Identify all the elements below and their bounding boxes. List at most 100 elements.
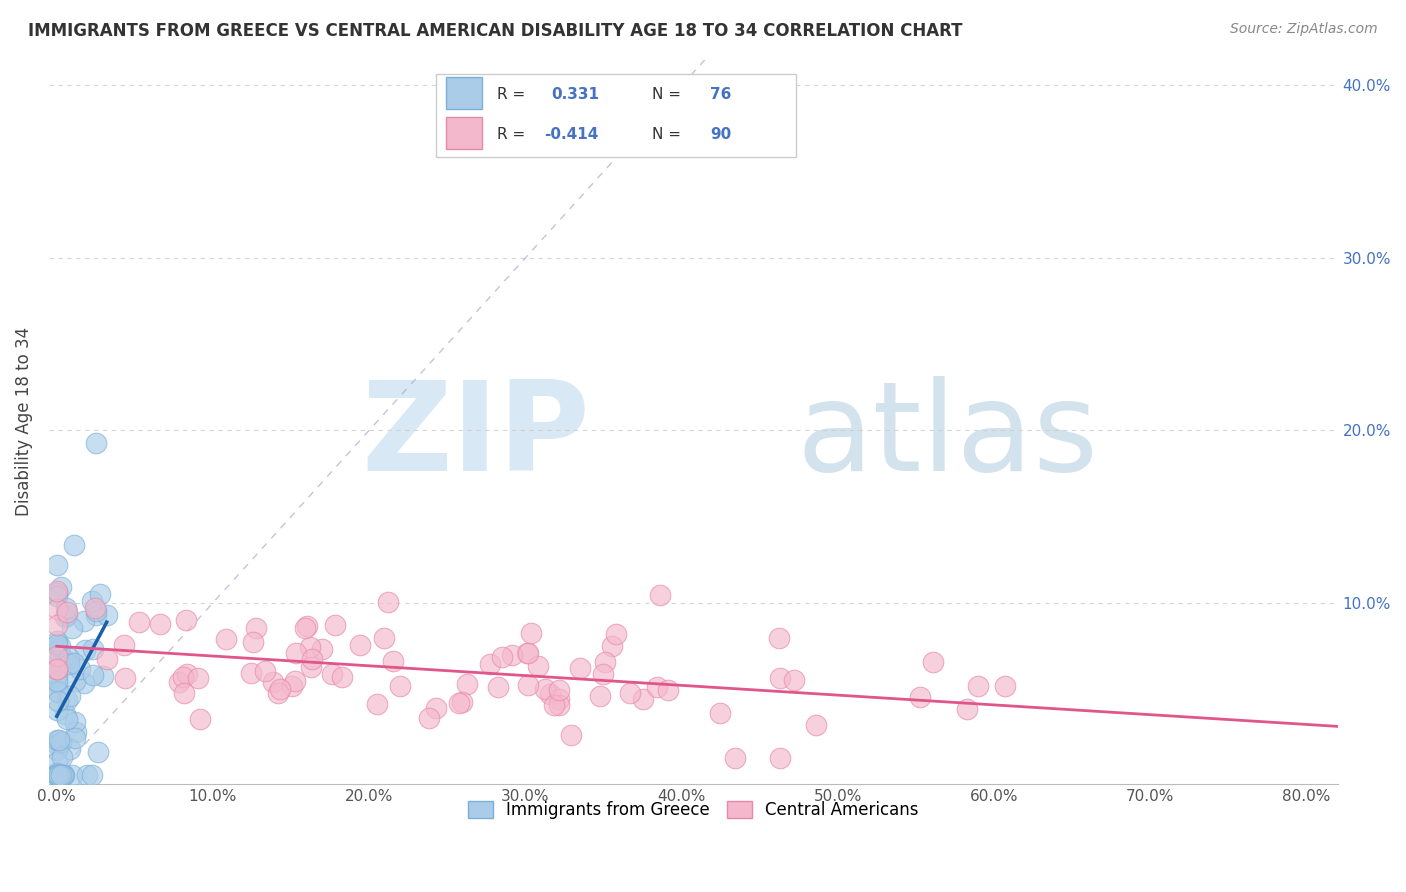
Point <box>488 680 510 694</box>
Point <box>52 768 75 782</box>
Point <box>447 697 470 711</box>
Point <box>418 711 440 725</box>
Point <box>76 768 98 782</box>
Point <box>266 685 288 699</box>
Point <box>45 657 67 671</box>
Point <box>45 768 67 782</box>
Point <box>63 538 86 552</box>
Point <box>45 743 67 757</box>
Point <box>149 616 172 631</box>
Point <box>388 679 411 693</box>
Point <box>89 587 111 601</box>
Point <box>321 666 343 681</box>
Point <box>56 605 79 619</box>
Point <box>48 768 70 782</box>
Point <box>45 674 67 689</box>
Point <box>709 706 731 720</box>
Point <box>48 768 70 782</box>
Point <box>53 706 76 721</box>
Point <box>63 714 86 729</box>
Point <box>48 639 70 653</box>
Point <box>769 671 792 685</box>
Point <box>804 718 827 732</box>
Point <box>55 601 77 615</box>
Point <box>921 655 943 669</box>
Point <box>262 675 284 690</box>
Point <box>768 632 790 646</box>
Point <box>516 646 538 660</box>
Point <box>45 768 67 782</box>
Point <box>82 668 104 682</box>
Point <box>769 751 792 765</box>
Point <box>188 712 211 726</box>
Point <box>45 768 67 782</box>
Point <box>298 640 321 655</box>
Point <box>631 692 654 706</box>
Point <box>45 768 67 782</box>
Point <box>172 670 194 684</box>
Point <box>51 580 73 594</box>
Point <box>569 661 592 675</box>
Point <box>501 648 523 662</box>
Point <box>602 639 624 653</box>
Point <box>86 746 108 760</box>
Point <box>330 670 353 684</box>
Point <box>547 691 569 706</box>
Point <box>53 653 76 667</box>
Point <box>80 768 103 782</box>
Point <box>592 667 614 681</box>
Point <box>114 671 136 685</box>
Point <box>45 737 67 751</box>
Point <box>83 601 105 615</box>
Point <box>45 637 67 651</box>
Point <box>547 682 569 697</box>
Point <box>45 768 67 782</box>
Point <box>456 677 478 691</box>
Point <box>56 693 79 707</box>
Point <box>45 633 67 648</box>
Point <box>281 679 304 693</box>
Point <box>65 731 87 745</box>
Point <box>96 651 118 665</box>
Text: atlas: atlas <box>796 376 1098 497</box>
Point <box>450 695 472 709</box>
Point <box>295 619 318 633</box>
Point <box>96 608 118 623</box>
Point <box>45 768 67 782</box>
Point <box>46 733 69 747</box>
Text: Source: ZipAtlas.com: Source: ZipAtlas.com <box>1230 22 1378 37</box>
Point <box>45 583 67 598</box>
Point <box>966 679 988 693</box>
Point <box>46 766 69 780</box>
Point <box>299 660 322 674</box>
Point <box>45 768 67 782</box>
Point <box>82 642 104 657</box>
Point <box>45 702 67 716</box>
Point <box>373 631 395 645</box>
Point <box>215 632 238 647</box>
Point <box>60 622 83 636</box>
Point <box>45 618 67 632</box>
Point <box>112 638 135 652</box>
Point <box>294 621 316 635</box>
Point <box>783 673 806 687</box>
Point <box>84 607 107 622</box>
Point <box>56 607 79 622</box>
Point <box>45 662 67 676</box>
Point <box>254 664 277 678</box>
Point <box>60 768 83 782</box>
Point <box>63 656 86 670</box>
Point <box>53 610 76 624</box>
Point <box>45 675 67 690</box>
Point <box>187 671 209 685</box>
Point <box>65 724 87 739</box>
Point <box>301 652 323 666</box>
Point <box>478 657 501 671</box>
Point <box>80 594 103 608</box>
Point <box>52 768 75 782</box>
Point <box>520 626 543 640</box>
Point <box>58 650 80 665</box>
Point <box>48 732 70 747</box>
Point <box>724 751 747 765</box>
Point <box>425 701 447 715</box>
